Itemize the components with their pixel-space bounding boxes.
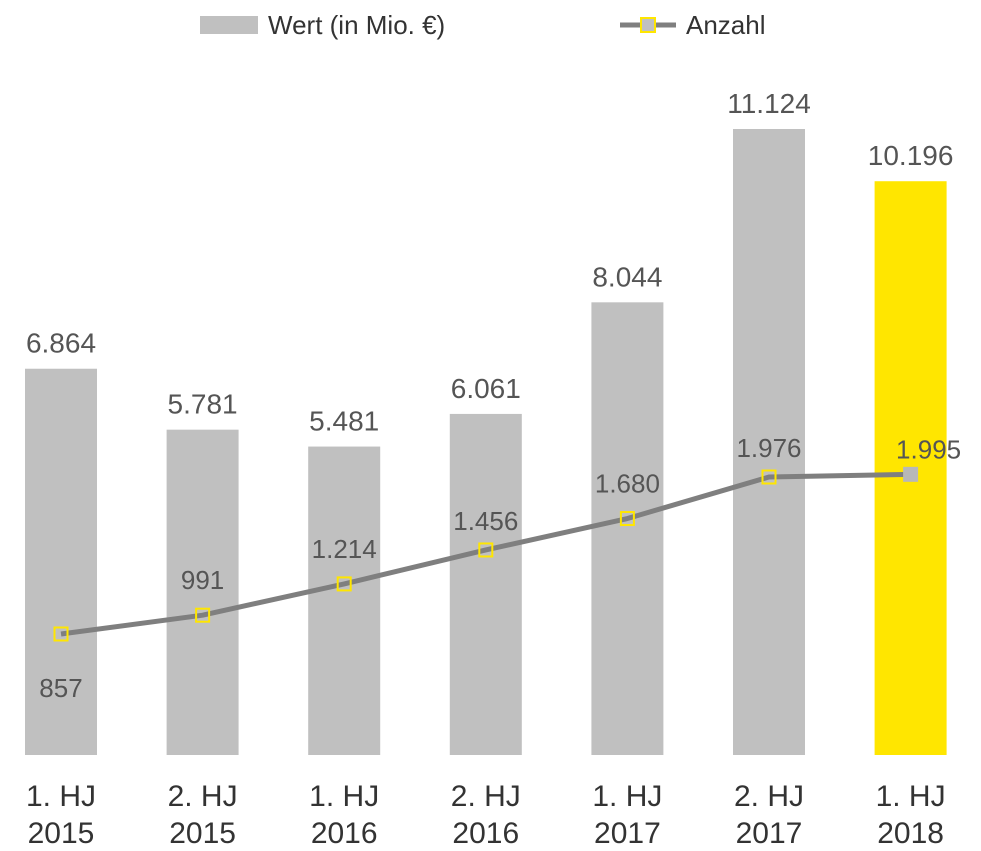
x-tick-label-2: 1. HJ 2016 [309, 780, 379, 850]
legend-swatch-wert [200, 16, 258, 34]
bar-1 [166, 429, 239, 755]
anzahl-value-label-5: 1.976 [736, 433, 801, 463]
bar-value-label-2: 5.481 [309, 406, 379, 437]
anzahl-value-label-6: 1.995 [896, 434, 961, 464]
legend-label-wert: Wert (in Mio. €) [268, 10, 445, 40]
anzahl-value-label-3: 1.456 [453, 506, 518, 536]
anzahl-marker-3 [478, 542, 494, 558]
bar-value-label-3: 6.061 [451, 373, 521, 404]
x-tick-label-4: 1. HJ 2017 [592, 780, 662, 850]
legend-marker-anzahl [640, 17, 656, 33]
line-labels-layer: 857 991 1.214 1.456 1.680 1.976 1.995 [39, 433, 961, 703]
x-tick-label-1: 2. HJ 2015 [168, 780, 238, 850]
bars-layer [25, 129, 947, 755]
legend: Wert (in Mio. €) Anzahl [200, 10, 766, 40]
anzahl-marker-4 [619, 511, 635, 527]
anzahl-value-label-4: 1.680 [595, 469, 660, 499]
bar-4 [591, 302, 664, 755]
anzahl-value-label-0: 857 [39, 673, 82, 703]
bar-value-label-6: 10.196 [868, 140, 954, 171]
bar-value-label-4: 8.044 [592, 261, 662, 292]
bar-5 [733, 129, 805, 755]
x-tick-label-5: 2. HJ 2017 [734, 780, 804, 850]
anzahl-value-label-1: 991 [181, 565, 224, 595]
anzahl-marker-0 [53, 626, 69, 642]
bar-value-label-0: 6.864 [26, 328, 96, 359]
bar-value-label-1: 5.781 [168, 389, 238, 420]
anzahl-line [60, 471, 911, 637]
bar-2 [308, 446, 381, 755]
anzahl-value-label-2: 1.214 [312, 534, 377, 564]
x-axis-ticks: 1. HJ 2015 2. HJ 2015 1. HJ 2016 2. HJ 2016 1. H… [26, 780, 946, 850]
bar-value-label-5: 11.124 [727, 88, 811, 119]
x-tick-label-6: 1. HJ 2018 [876, 780, 946, 850]
bar-3 [449, 413, 522, 755]
anzahl-marker-1 [195, 607, 211, 623]
anzahl-marker-6 [903, 466, 919, 482]
line-layer [53, 466, 919, 642]
anzahl-marker-2 [336, 576, 352, 592]
x-tick-label-0: 1. HJ 2015 [26, 780, 96, 850]
legend-label-anzahl: Anzahl [686, 10, 766, 40]
bar-labels-layer: 6.864 5.781 5.481 6.061 8.044 11.124 10.196 [26, 88, 953, 437]
anzahl-marker-5 [761, 469, 777, 485]
x-tick-label-3: 2. HJ 2016 [451, 780, 521, 850]
bar-0 [25, 368, 97, 755]
